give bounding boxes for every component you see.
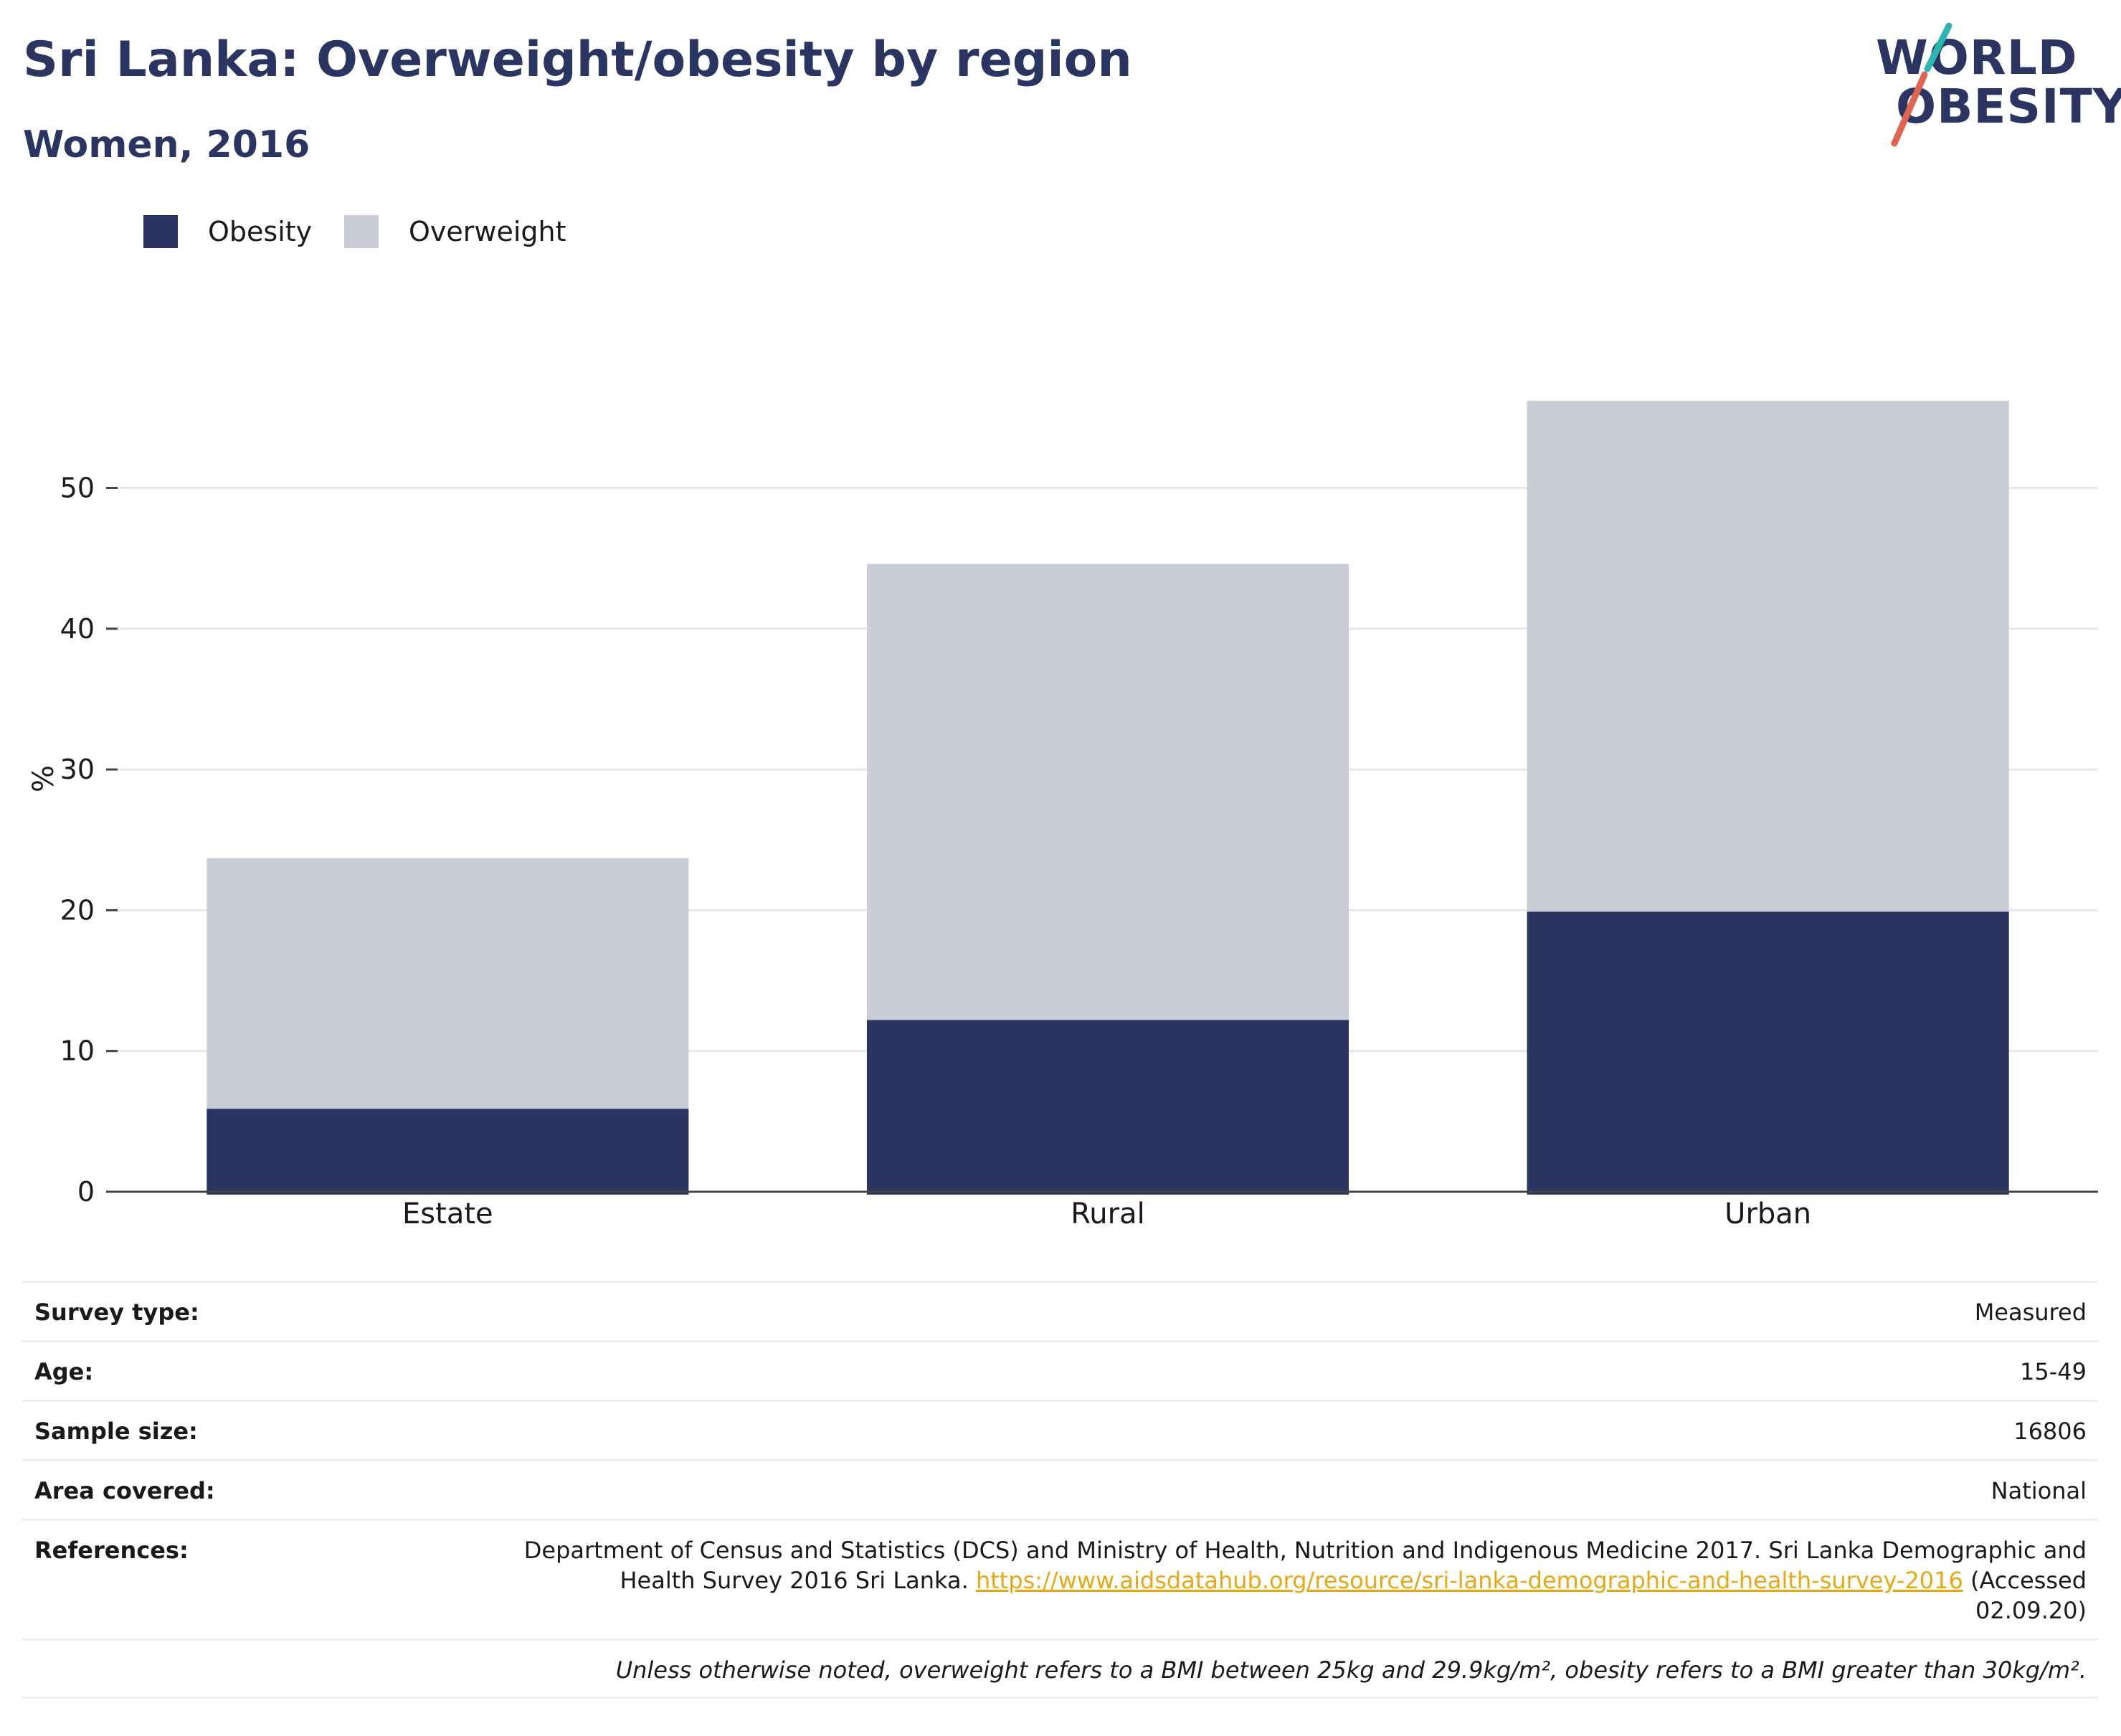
reference-accessed: (Accessed 02.09.20) bbox=[1963, 1567, 2087, 1624]
meta-row-area-covered: Area covered: National bbox=[22, 1459, 2098, 1519]
x-tick-label: Urban bbox=[1724, 1197, 1811, 1230]
metadata-table: Survey type: Measured Age: 15-49 Sample … bbox=[22, 1281, 2098, 1699]
bar-obesity-urban bbox=[1527, 911, 2009, 1195]
meta-value: National bbox=[1990, 1477, 2087, 1504]
legend-label-overweight: Overweight bbox=[409, 216, 566, 247]
legend-swatch-overweight bbox=[344, 215, 379, 248]
logo-slash-icon bbox=[1891, 22, 1952, 147]
meta-label: Sample size: bbox=[34, 1418, 198, 1445]
bar-obesity-rural bbox=[866, 1020, 1349, 1195]
meta-row-survey-type: Survey type: Measured bbox=[22, 1281, 2098, 1340]
references-text: Department of Census and Statistics (DCS… bbox=[516, 1535, 2087, 1626]
x-tick-label: Estate bbox=[402, 1197, 493, 1230]
bar-overweight-estate bbox=[207, 858, 689, 1109]
y-tick-label: 50 bbox=[60, 473, 95, 504]
chart-subtitle: Women, 2016 bbox=[23, 123, 310, 166]
bar-obesity-estate bbox=[207, 1109, 689, 1195]
meta-label: Survey type: bbox=[34, 1299, 199, 1326]
y-axis-label: % bbox=[27, 765, 60, 792]
meta-row-sample-size: Sample size: 16806 bbox=[22, 1400, 2098, 1459]
note-text: Unless otherwise noted, overweight refer… bbox=[615, 1656, 2087, 1684]
meta-label: References: bbox=[34, 1537, 189, 1564]
y-tick-label: 10 bbox=[60, 1035, 95, 1067]
meta-value: Measured bbox=[1974, 1299, 2087, 1326]
chart-title: Sri Lanka: Overweight/obesity by region bbox=[23, 32, 1132, 88]
logo-text-line2: OBESITY bbox=[1896, 79, 2121, 134]
x-tick-label: Rural bbox=[1071, 1197, 1144, 1230]
meta-label: Age: bbox=[34, 1358, 94, 1385]
bar-overweight-urban bbox=[1527, 400, 2009, 912]
meta-value: 15-49 bbox=[2020, 1358, 2087, 1385]
bmi-definition-note: Unless otherwise noted, overweight refer… bbox=[22, 1638, 2098, 1699]
logo-text-line1: WORLD bbox=[1876, 30, 2078, 85]
legend-label-obesity: Obesity bbox=[208, 216, 313, 247]
world-obesity-logo: WORLD OBESITY bbox=[1864, 22, 2121, 151]
reference-citation: Department of Census and Statistics (DCS… bbox=[523, 1537, 2087, 1594]
meta-label: Area covered: bbox=[34, 1477, 215, 1504]
meta-value: 16806 bbox=[2013, 1418, 2087, 1445]
y-tick-label: 20 bbox=[60, 894, 95, 926]
y-tick-label: 40 bbox=[60, 613, 95, 645]
legend-swatch-obesity bbox=[143, 215, 178, 248]
y-tick-label: 30 bbox=[60, 754, 95, 785]
meta-row-age: Age: 15-49 bbox=[22, 1340, 2098, 1400]
bar-chart: 0 10 20 30 40 50% Estate Rural Urban bbox=[27, 400, 2098, 1230]
y-tick-label: 0 bbox=[77, 1176, 95, 1208]
bar-overweight-rural bbox=[866, 564, 1349, 1020]
meta-row-references: References: Department of Census and Sta… bbox=[22, 1519, 2098, 1638]
reference-link[interactable]: https://www.aidsdatahub.org/resource/sri… bbox=[975, 1567, 1963, 1594]
